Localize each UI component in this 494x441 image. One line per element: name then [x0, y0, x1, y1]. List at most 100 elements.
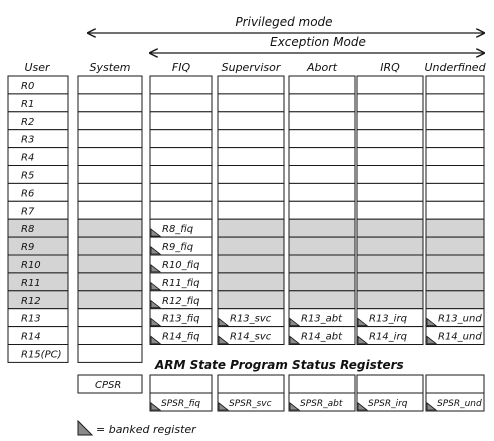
register-cell: [356, 326, 424, 346]
banked-register-label: R14_svc: [230, 332, 272, 343]
register-cell: [217, 75, 285, 95]
register-cell: [356, 200, 424, 220]
register-cell: [7, 93, 69, 113]
register-label-r9: R9: [21, 242, 34, 253]
column-header-supervisor: Supervisor: [222, 61, 282, 74]
register-cell: [7, 200, 69, 220]
exception-mode-label: Exception Mode: [270, 35, 366, 49]
register-cell: [217, 200, 285, 220]
banked-register-label: R13_und: [438, 314, 482, 325]
register-cell: [77, 147, 143, 167]
banked-marker: [150, 246, 162, 255]
register-cell: [356, 93, 424, 113]
register-cell: [288, 236, 356, 256]
register-cell: [7, 165, 69, 184]
register-cell: [77, 254, 143, 274]
register-cell: [356, 165, 424, 184]
register-cell: [425, 326, 485, 346]
register-cell: [77, 308, 143, 328]
register-cell: [77, 326, 143, 346]
register-cell: [217, 236, 285, 256]
register-cell: [425, 93, 485, 113]
banked-register-label: R13_svc: [230, 314, 272, 325]
register-cell: [356, 272, 424, 292]
register-cell: [425, 165, 485, 184]
register-cell: [425, 182, 485, 202]
register-cell: [356, 75, 424, 95]
register-cell: [149, 111, 213, 131]
column-header-fiq: FIQ: [172, 61, 191, 74]
cpsr-copy-cell: [149, 374, 213, 394]
register-cell: [7, 129, 69, 149]
register-cell: [77, 75, 143, 95]
register-column-irq: R13_irq R14_irq: [356, 75, 424, 346]
register-cell: [425, 272, 485, 292]
register-cell: [217, 326, 285, 346]
register-cell: [425, 75, 485, 95]
register-cell: [149, 129, 213, 149]
register-column-abt: R13_abt R14_abt: [288, 75, 356, 346]
register-column-system: [77, 75, 143, 363]
register-cell: [288, 129, 356, 149]
register-column-svc: R13_svc R14_svc: [217, 75, 285, 346]
banked-register-label: R12_fiq: [162, 296, 199, 307]
banked-marker: [357, 317, 369, 327]
register-cell: [288, 254, 356, 274]
register-cell: [288, 182, 356, 202]
register-cell: [356, 236, 424, 256]
register-cell: [77, 218, 143, 238]
register-cell: [77, 182, 143, 202]
column-header-system: System: [89, 61, 130, 74]
banked-marker: [357, 402, 369, 411]
register-cell: [425, 147, 485, 167]
spsr-register: [425, 392, 485, 412]
register-cell: [149, 75, 213, 95]
register-column-fiq: R8_fiq R9_fiq R10_fiq R11_fiq R12_fiq R13_fiq…: [149, 75, 213, 346]
register-cell: [425, 200, 485, 220]
register-cell: [77, 200, 143, 220]
register-cell: [288, 218, 356, 238]
register-cell: [288, 75, 356, 95]
cpsr-copy-cell: [425, 374, 485, 394]
register-cell: [149, 326, 213, 346]
banked-register-label: R14_fiq: [162, 332, 199, 343]
banked-register-label: R13_irq: [369, 314, 407, 325]
banked-marker: [150, 264, 162, 273]
spsr-label: SPSR_irq: [368, 399, 408, 409]
register-cell: [7, 344, 69, 363]
cpsr-copy-cell: [217, 374, 285, 394]
register-cell: [217, 218, 285, 238]
banked-register-label: R14_abt: [301, 332, 343, 343]
register-cell: [288, 200, 356, 220]
register-cell: [425, 111, 485, 131]
spsr-label: SPSR_abt: [300, 399, 343, 409]
banked-marker: [289, 317, 301, 327]
banked-marker: [426, 402, 438, 411]
register-cell: [288, 111, 356, 131]
banked-marker: [426, 317, 438, 327]
banked-register-label: R11_fiq: [162, 278, 199, 289]
banked-register-label: R14_und: [438, 332, 482, 343]
register-label-r14: R14: [21, 332, 41, 343]
banked-register-label: R8_fiq: [162, 224, 193, 235]
register-label-r11: R11: [21, 278, 41, 289]
register-cell: [356, 218, 424, 238]
privileged-mode-label: Privileged mode: [235, 15, 332, 29]
register-label-r6: R6: [21, 188, 34, 199]
spsr-label: SPSR_svc: [229, 399, 272, 409]
column-header-abort: Abort: [306, 61, 338, 74]
register-cell: [217, 290, 285, 310]
column-header-underfined: Underfined: [424, 61, 486, 74]
register-cell: [77, 165, 143, 184]
cpsr-label: CPSR: [95, 380, 121, 391]
register-label-r15pc: R15(PC): [21, 350, 62, 361]
register-cell: [217, 93, 285, 113]
register-label-r13: R13: [21, 314, 41, 325]
register-label-r8: R8: [21, 224, 34, 235]
cpsr-copy-cell: [356, 374, 424, 394]
spsr-label: SPSR_und: [437, 399, 482, 409]
register-cell: [7, 147, 69, 167]
register-cell: [217, 129, 285, 149]
column-header-irq: IRQ: [380, 61, 400, 74]
register-cell: [425, 129, 485, 149]
